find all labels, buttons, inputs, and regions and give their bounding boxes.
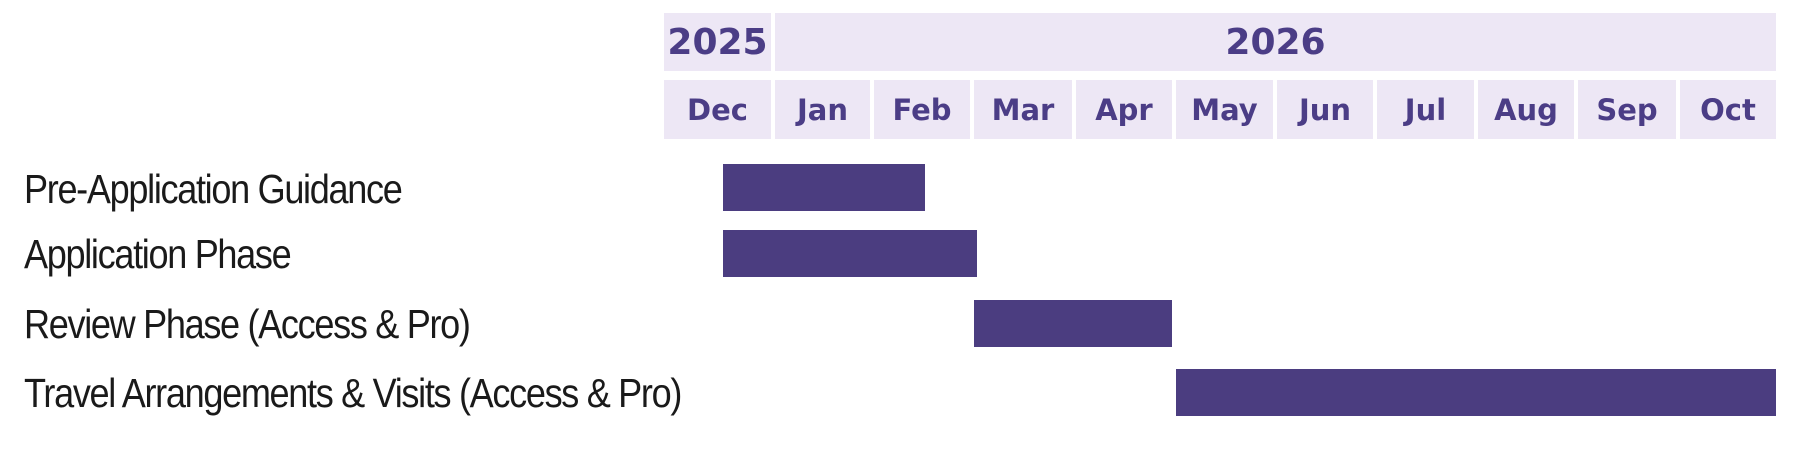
month-header-jan: Jan (775, 80, 870, 139)
task-bar (1176, 369, 1776, 416)
month-header-jul: Jul (1377, 80, 1474, 139)
year-header-2025: 2025 (664, 13, 771, 71)
month-header-feb: Feb (874, 80, 970, 139)
task-label: Travel Arrangements & Visits (Access & P… (24, 370, 682, 416)
month-header-jun: Jun (1277, 80, 1373, 139)
month-header-aug: Aug (1478, 80, 1574, 139)
task-bar (722, 230, 978, 277)
month-header-apr: Apr (1076, 80, 1172, 139)
month-header-dec: Dec (664, 80, 771, 139)
task-label: Review Phase (Access & Pro) (24, 301, 471, 347)
year-header-2026: 2026 (775, 13, 1776, 71)
task-bar (722, 164, 926, 211)
month-header-may: May (1176, 80, 1273, 139)
task-label: Application Phase (24, 231, 292, 277)
task-label: Pre-Application Guidance (24, 166, 403, 212)
month-header-oct: Oct (1680, 80, 1776, 139)
month-header-sep: Sep (1578, 80, 1676, 139)
task-bar (974, 300, 1172, 347)
month-header-mar: Mar (974, 80, 1072, 139)
